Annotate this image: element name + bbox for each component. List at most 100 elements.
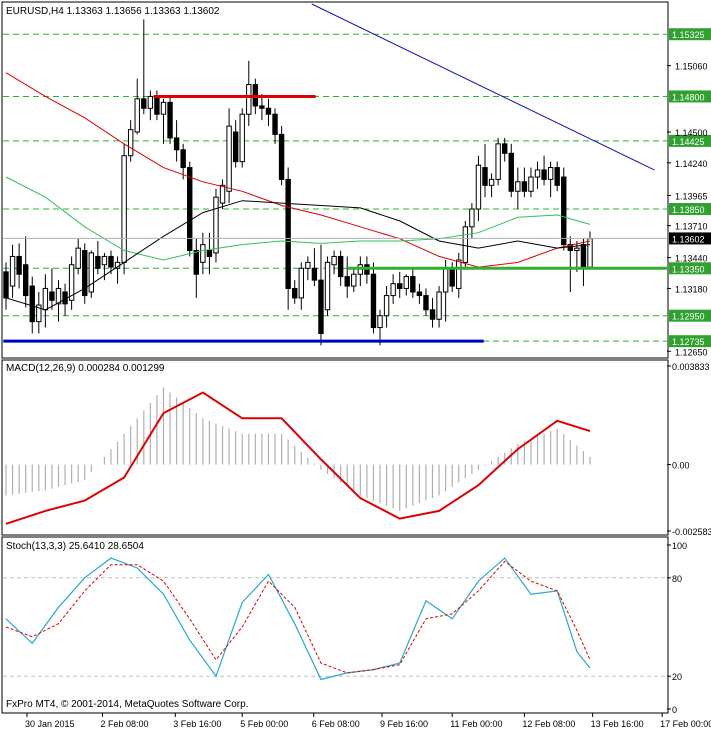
candle-body-35	[232, 131, 239, 163]
candle-body-27	[180, 149, 186, 169]
candle-body-14	[95, 255, 101, 269]
candle-body-29	[193, 250, 199, 275]
current-price-label-bg	[669, 232, 711, 245]
candle-body-41	[272, 113, 278, 135]
time-tick-label-6: 11 Feb 00:00	[450, 719, 502, 729]
ma-black-line	[5, 200, 591, 311]
candle-body-10	[68, 264, 75, 301]
price-tick-label-8: 1.13710	[675, 222, 708, 232]
level-label-2: 1.14425	[672, 137, 705, 147]
level-label-1: 1.14800	[672, 92, 705, 102]
candle-body-78	[515, 181, 521, 192]
time-tick-label-7: 12 Feb 08:00	[522, 719, 575, 729]
stoch-pane: 100 80 20 0 Stoch(13,3,3) 25.6410 28.6504 F…	[1, 536, 687, 715]
candle-body-15	[101, 255, 108, 266]
candle-body-44	[292, 287, 298, 299]
candle-body-18	[121, 155, 127, 263]
candle-body-56	[370, 273, 377, 329]
candle-body-88	[580, 244, 587, 268]
candle-body-53	[351, 273, 357, 287]
level-label-3: 1.13850	[672, 205, 705, 215]
candle-body-4	[29, 285, 35, 323]
level-label-bg-6	[669, 335, 711, 348]
candle-body-19	[127, 129, 134, 157]
candle-body-57	[377, 315, 383, 329]
candle-body-11	[75, 247, 81, 269]
candle-body-46	[305, 261, 311, 269]
macd-pane-frame	[1, 359, 669, 536]
candle-body-21	[141, 98, 147, 109]
candle-body-73	[482, 167, 488, 186]
candle-body-80	[528, 176, 534, 192]
price-pane-frame	[1, 1, 669, 359]
candle-body-68	[449, 267, 455, 287]
candle-body-39	[259, 105, 265, 109]
candle-body-62	[410, 276, 416, 293]
candle-body-66	[436, 291, 442, 320]
macd-tick-label-0: 0.003833	[672, 362, 710, 372]
candle-body-43	[285, 178, 291, 289]
level-label-bg-3	[669, 203, 711, 216]
candle-body-48	[318, 279, 324, 334]
candle-body-85	[561, 176, 567, 246]
candle-body-50	[331, 255, 337, 266]
level-label-bg-4	[669, 262, 711, 275]
macd-pane: 0.003833 0.00 -0.002583 MACD(12,26,9) 0.00…	[1, 359, 711, 537]
stoch-tick-label-3: 0	[672, 705, 677, 715]
candle-body-24	[160, 101, 167, 115]
macd-tick-label-1: 0.00	[672, 461, 690, 471]
candle-body-20	[134, 98, 140, 133]
current-price-label: 1.13602	[672, 234, 705, 244]
candle-body-42	[278, 133, 285, 180]
price-tick-label-6: 1.13965	[675, 191, 708, 201]
candle-body-75	[495, 143, 501, 180]
candle-body-51	[337, 255, 344, 278]
candle-body-76	[501, 143, 508, 154]
candle-body-12	[82, 250, 88, 297]
candle-body-45	[298, 267, 304, 299]
level-label-bg-0	[669, 28, 711, 41]
candle-body-16	[108, 255, 114, 268]
candle-body-22	[147, 95, 154, 109]
candle-body-3	[22, 264, 29, 297]
candle-body-72	[475, 164, 482, 210]
candle-body-2	[16, 255, 22, 275]
price-tick-label-3: 1.14500	[675, 128, 708, 138]
candle-body-0	[3, 271, 9, 299]
candle-body-63	[416, 291, 423, 297]
candle-body-58	[383, 295, 390, 317]
candle-body-83	[547, 167, 554, 180]
stoch-tick-label-1: 80	[672, 574, 682, 584]
stoch-title: Stoch(13,3,3) 25.6410 28.6504	[6, 541, 144, 552]
level-label-0: 1.15325	[672, 30, 705, 40]
candle-body-33	[219, 184, 226, 204]
time-tick-label-3: 5 Feb 00:00	[240, 719, 288, 729]
candle-body-79	[521, 181, 528, 192]
time-tick-label-0: 30 Jan 2015	[25, 719, 75, 729]
candle-body-70	[462, 226, 469, 263]
candle-body-28	[187, 167, 193, 252]
candle-body-67	[442, 267, 449, 293]
candle-body-7	[49, 291, 55, 301]
price-tick-label-12: 1.13180	[675, 284, 708, 294]
candle-body-60	[397, 283, 403, 289]
candle-body-59	[390, 283, 396, 297]
candle-body-71	[469, 208, 475, 228]
stoch-tick-label-2: 20	[672, 672, 682, 682]
price-pane: 1.15325 1.14800 1.14425 1.13850 1.13350 1.129…	[1, 1, 711, 359]
level-label-5: 1.12950	[672, 312, 705, 322]
candle-body-86	[567, 244, 574, 252]
macd-tick-label-2: -0.002583	[672, 527, 711, 537]
stoch-tick-label-0: 100	[672, 541, 687, 551]
price-tick-label-1: 1.15060	[675, 62, 708, 72]
ma-red-line	[5, 72, 591, 268]
candle-body-31	[206, 250, 213, 257]
price-tick-label-10: 1.13440	[675, 254, 708, 264]
time-tick-label-9: 17 Feb 00:00	[660, 719, 711, 729]
candle-body-49	[324, 261, 331, 311]
candle-body-82	[541, 169, 547, 180]
macd-signal-line	[5, 391, 591, 525]
candle-body-23	[154, 95, 160, 115]
